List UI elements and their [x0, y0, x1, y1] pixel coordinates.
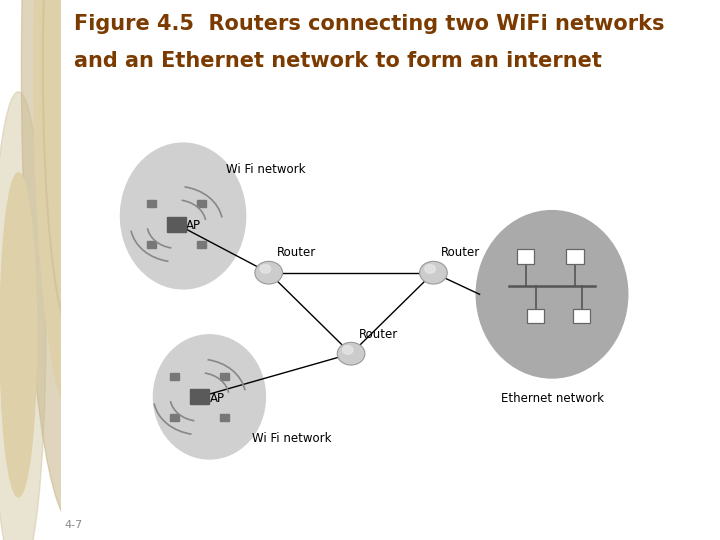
Bar	[148, 241, 156, 248]
Circle shape	[0, 173, 37, 497]
Bar	[517, 249, 534, 264]
Text: Router: Router	[276, 246, 316, 259]
Bar	[527, 309, 544, 323]
Text: Router: Router	[359, 328, 398, 341]
Bar	[220, 414, 229, 421]
Bar	[197, 241, 205, 248]
Bar	[220, 373, 229, 380]
Bar	[190, 389, 209, 404]
Bar	[171, 373, 179, 380]
Circle shape	[34, 0, 113, 416]
Text: 4-7: 4-7	[65, 520, 83, 530]
Text: AP: AP	[210, 392, 225, 405]
Text: Wi Fi network: Wi Fi network	[226, 163, 305, 176]
Bar	[148, 200, 156, 207]
Ellipse shape	[476, 211, 628, 378]
Text: Ethernet network: Ethernet network	[500, 392, 603, 404]
Text: AP: AP	[186, 219, 202, 232]
Text: Wi Fi network: Wi Fi network	[252, 432, 332, 445]
Circle shape	[255, 261, 282, 284]
Circle shape	[22, 0, 125, 524]
Circle shape	[425, 265, 436, 273]
Circle shape	[0, 92, 46, 540]
Text: Figure 4.5  Routers connecting two WiFi networks: Figure 4.5 Routers connecting two WiFi n…	[74, 14, 665, 33]
Bar	[171, 414, 179, 421]
Circle shape	[337, 342, 365, 365]
Bar	[573, 309, 590, 323]
Bar	[167, 217, 186, 232]
Bar	[197, 200, 205, 207]
Text: and an Ethernet network to form an internet: and an Ethernet network to form an inter…	[74, 51, 602, 71]
Bar	[567, 249, 584, 264]
Circle shape	[420, 261, 447, 284]
Circle shape	[260, 265, 271, 273]
Ellipse shape	[153, 335, 266, 459]
Circle shape	[343, 346, 353, 354]
Ellipse shape	[120, 143, 246, 289]
Text: Router: Router	[441, 246, 480, 259]
